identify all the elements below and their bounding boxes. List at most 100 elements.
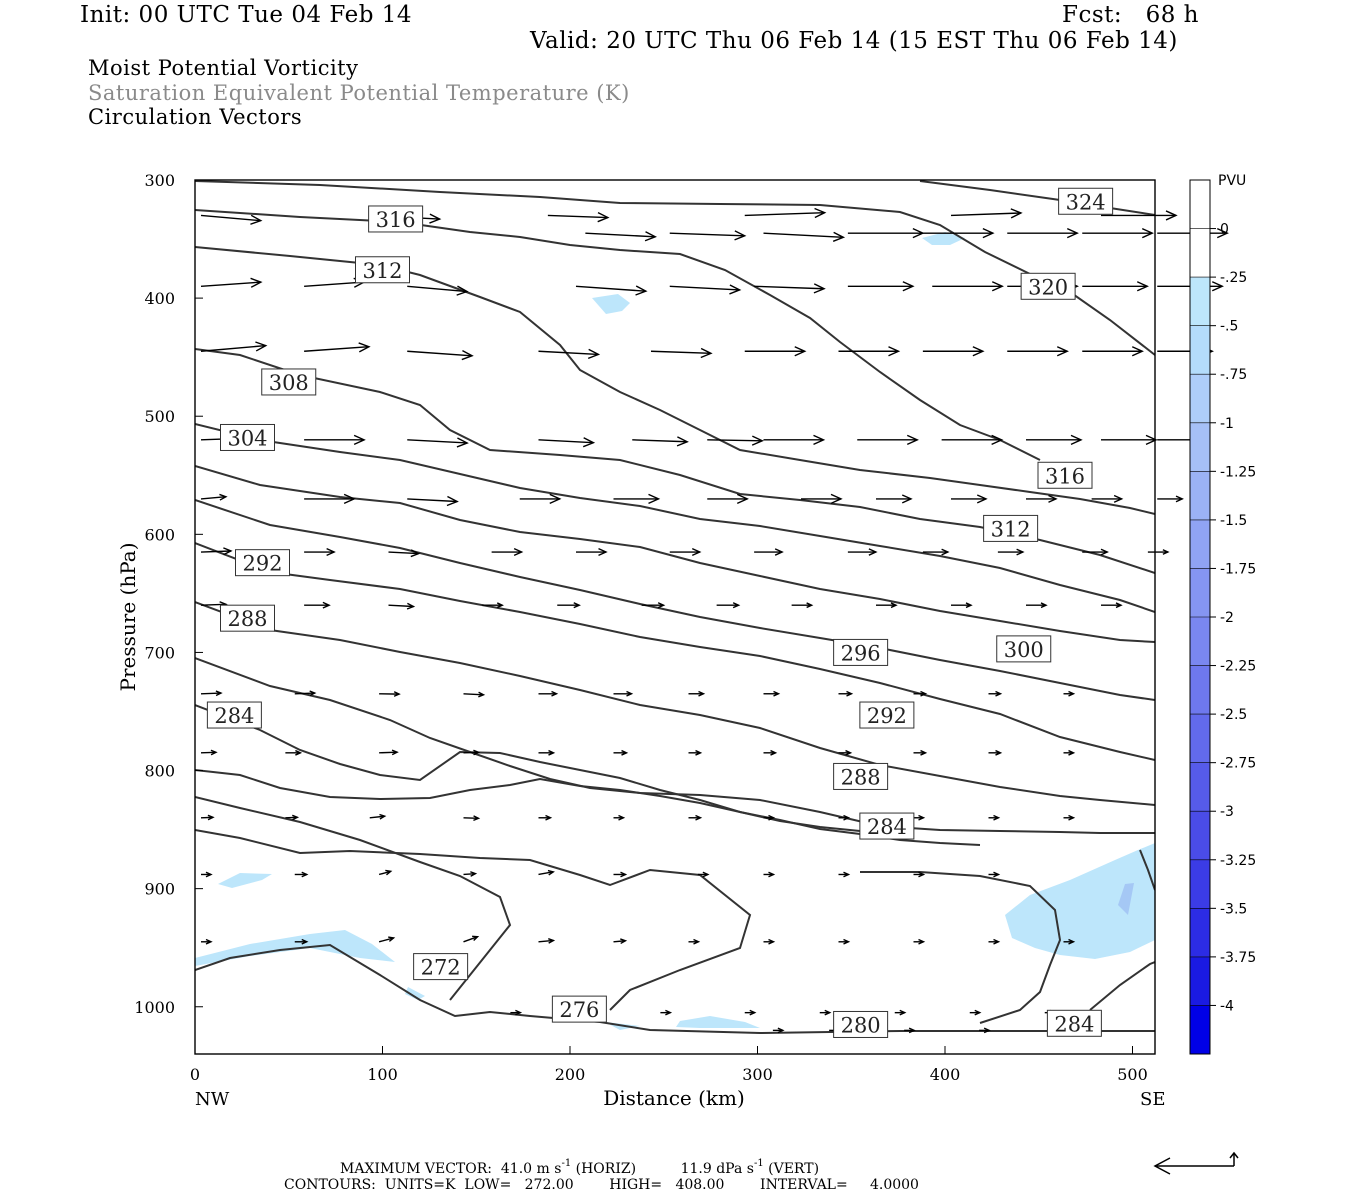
theta-es-contour	[195, 209, 1041, 461]
circulation-vector	[538, 437, 596, 448]
y-axis-label: Pressure (hPa)	[116, 543, 140, 692]
circulation-vector	[407, 495, 459, 507]
theta-es-contour	[860, 871, 1062, 1024]
circulation-vector	[200, 547, 233, 556]
circulation-vector	[847, 548, 878, 556]
circulation-vector	[388, 602, 416, 610]
circulation-vector	[913, 814, 926, 821]
colorbar-bin	[1190, 665, 1210, 715]
circulation-vector	[772, 1027, 785, 1034]
x-tick-label: 400	[930, 1065, 961, 1084]
circulation-vector	[1026, 602, 1048, 609]
pv-region	[922, 232, 965, 245]
contour-label-text: 316	[376, 208, 416, 232]
x-tick-label: 300	[742, 1065, 773, 1084]
circulation-vector	[688, 814, 703, 821]
circulation-vector	[969, 1009, 982, 1016]
circulation-vector	[613, 814, 626, 821]
circulation-vector	[1063, 814, 1076, 821]
contour-label: 308	[261, 368, 317, 396]
circulation-vector	[613, 493, 661, 505]
contour-label: 292	[859, 701, 915, 729]
circulation-vector	[988, 690, 1003, 697]
circulation-vector	[838, 871, 851, 878]
colorbar-label: -1.75	[1220, 561, 1256, 577]
colorbar-bin	[1190, 617, 1210, 666]
colorbar-label: 0	[1220, 222, 1229, 238]
title-mpv: Moist Potential Vorticity	[88, 56, 359, 80]
circulation-vector	[294, 690, 317, 697]
circulation-vector	[754, 548, 784, 556]
theta-es-contour	[195, 943, 1155, 1035]
circulation-vector	[763, 938, 776, 945]
circulation-vector	[988, 749, 1003, 756]
circulation-vector	[538, 938, 556, 944]
circulation-vector	[913, 938, 926, 945]
theta-es-contour	[195, 246, 1155, 515]
contour-label: 276	[551, 995, 607, 1023]
y-tick-label: 800	[144, 762, 175, 781]
contour-label-text: 288	[227, 607, 267, 631]
colorbar-bin	[1190, 568, 1210, 617]
circulation-vector	[519, 493, 562, 505]
circulation-vector	[1026, 434, 1083, 445]
colorbar-bin	[1190, 422, 1210, 472]
circulation-vector	[304, 434, 366, 445]
y-tick-label: 300	[144, 171, 175, 190]
y-tick-label: 400	[144, 289, 175, 308]
contour-info: CONTOURS: UNITS=K LOW= 272.00 HIGH= 408.…	[284, 1177, 919, 1193]
circulation-vector	[463, 815, 481, 822]
valid-time: Valid: 20 UTC Thu 06 Feb 14 (15 EST Thu …	[530, 28, 1178, 54]
circulation-vector	[388, 549, 421, 558]
circulation-vector	[847, 228, 925, 239]
circulation-vector	[547, 212, 610, 223]
circulation-vector	[876, 494, 913, 504]
theta-es-contour	[195, 829, 752, 1011]
contour-label-text: 276	[559, 998, 599, 1022]
contour-label: 288	[833, 762, 889, 790]
contour-label-text: 296	[841, 641, 881, 665]
contour-label: 304	[220, 423, 275, 451]
circulation-vector	[838, 346, 901, 357]
title-vectors: Circulation Vectors	[88, 105, 303, 129]
circulation-vector	[688, 690, 706, 697]
pv-region	[676, 1016, 760, 1028]
circulation-vector	[632, 436, 689, 447]
forecast-hour: Fcst: 68 h	[1062, 2, 1199, 28]
circulation-vector	[200, 690, 223, 697]
vert-exponent: -1	[753, 1158, 764, 1169]
contour-label: 288	[220, 604, 275, 632]
vert-value: 11.9 dPa s	[680, 1161, 754, 1177]
contour-label-text: 284	[1054, 1012, 1094, 1036]
circulation-vector	[576, 548, 608, 557]
vert-tag: (VERT)	[768, 1161, 820, 1177]
circulation-vector	[838, 938, 851, 945]
circulation-vector	[1091, 494, 1124, 503]
circulation-vector	[200, 277, 263, 288]
plot-frame	[194, 179, 1156, 1055]
contour-label: 280	[833, 1010, 889, 1038]
circulation-vector	[200, 341, 268, 352]
circulation-vector	[379, 691, 401, 697]
colorbar-bin	[1190, 811, 1210, 860]
contour-label-text: 304	[227, 426, 267, 450]
circulation-vector	[922, 346, 985, 357]
contour-label: 316	[368, 205, 424, 233]
circulation-vector	[491, 548, 524, 557]
circulation-vector	[763, 749, 778, 756]
circulation-vector	[997, 548, 1025, 556]
init-time: Init: 00 UTC Tue 04 Feb 14	[80, 2, 413, 28]
max-vector-label: MAXIMUM VECTOR:	[340, 1161, 492, 1177]
circulation-vector	[838, 690, 854, 697]
horiz-value: 41.0 m s	[500, 1161, 562, 1177]
circulation-vector	[1007, 228, 1079, 239]
circulation-vector	[304, 493, 356, 505]
circulation-vector	[754, 283, 826, 294]
colorbar-bin	[1190, 908, 1210, 957]
contour-label: 292	[235, 549, 290, 577]
colorbar-label: -2.25	[1220, 659, 1256, 675]
contour-label: 312	[355, 256, 410, 284]
circulation-vector	[847, 281, 915, 292]
circulation-vector	[744, 1009, 757, 1016]
circulation-vector	[660, 1009, 673, 1016]
